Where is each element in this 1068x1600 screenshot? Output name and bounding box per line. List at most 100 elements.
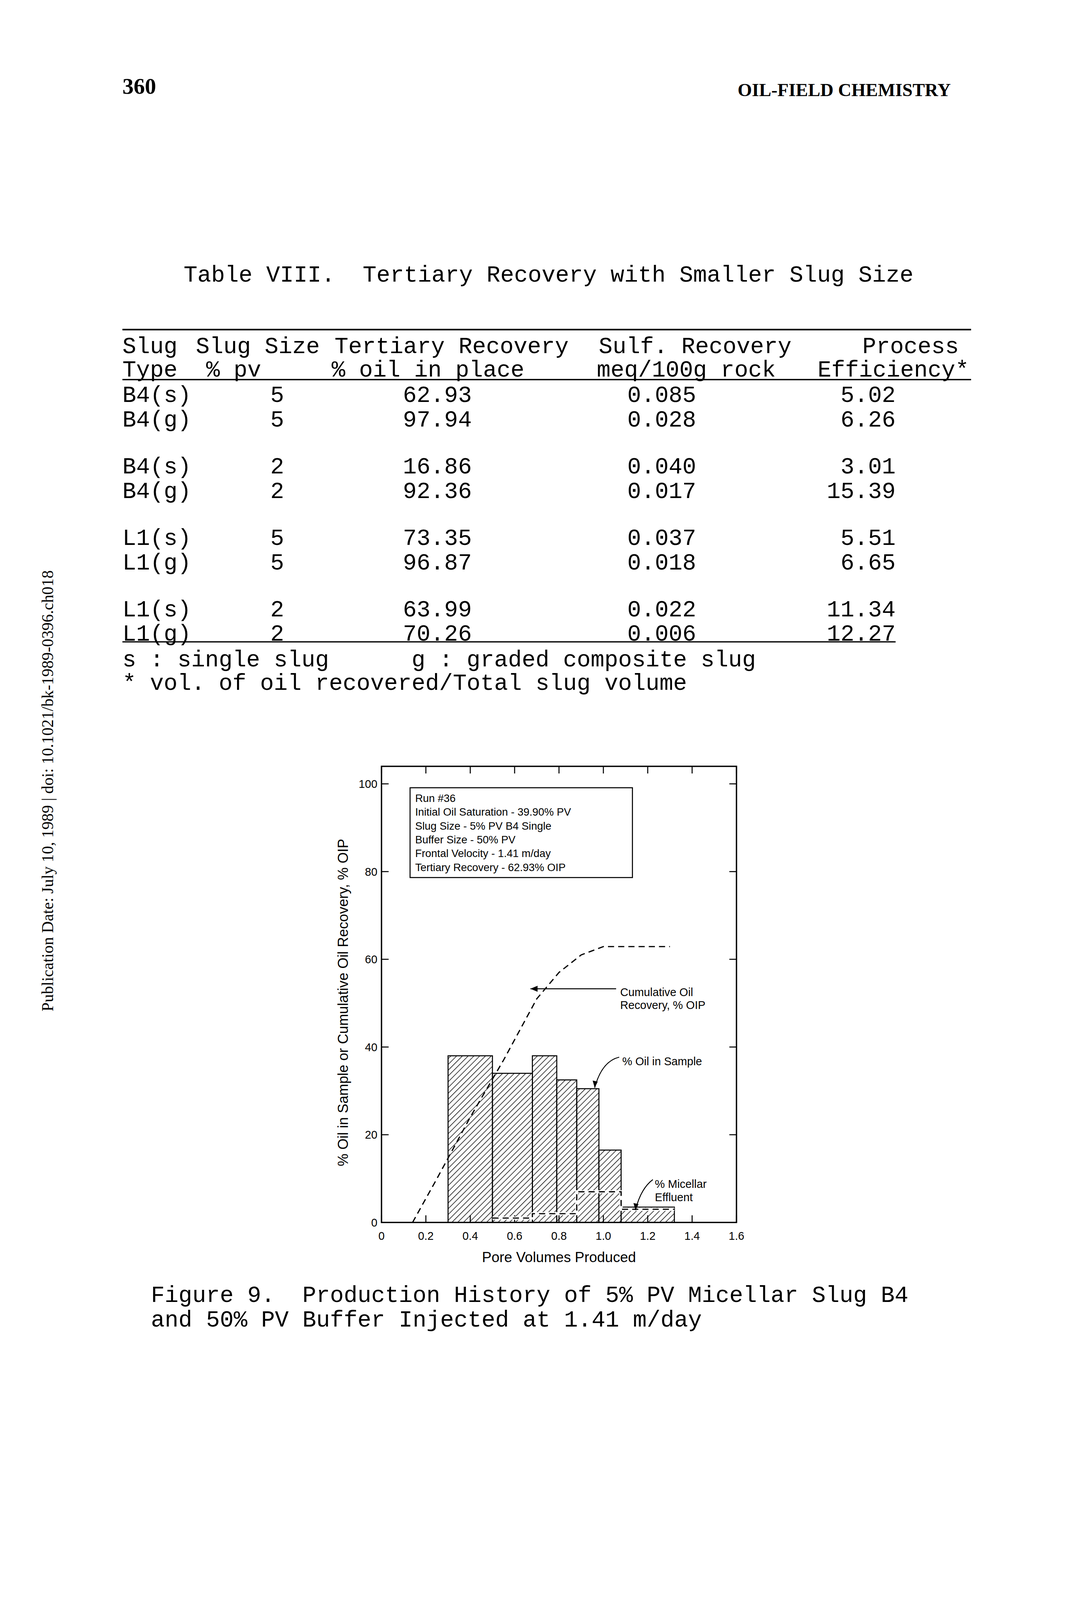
table-cell: 6.65 bbox=[840, 550, 896, 577]
text-box bbox=[410, 787, 633, 878]
x-tick bbox=[514, 766, 516, 774]
x-tick-label: 1.0 bbox=[595, 1229, 612, 1242]
x-tick bbox=[558, 766, 560, 774]
text-box-line: Buffer Size - 50% PV bbox=[415, 833, 516, 846]
y-tick-label: 100 bbox=[358, 777, 378, 790]
histogram-bar bbox=[447, 1055, 493, 1223]
running-title: OIL-FIELD CHEMISTRY bbox=[737, 79, 951, 100]
table-cell: 97.94 bbox=[402, 407, 472, 434]
y-tick bbox=[729, 1046, 737, 1048]
histogram-bar bbox=[532, 1055, 557, 1223]
histogram-bar bbox=[599, 1149, 622, 1222]
callout-arrowhead bbox=[530, 985, 538, 992]
x-tick-label: 0.6 bbox=[506, 1229, 523, 1242]
callout-arrowhead bbox=[633, 1202, 639, 1210]
y-tick bbox=[729, 958, 737, 960]
x-tick-label: 1.4 bbox=[684, 1229, 700, 1242]
x-tick-label: 1.6 bbox=[728, 1229, 745, 1242]
plot-frame bbox=[381, 766, 737, 1223]
series-line-halo bbox=[492, 1191, 675, 1218]
table-cell: L1(g) bbox=[122, 550, 191, 577]
text-box-line: Frontal Velocity - 1.41 m/day bbox=[415, 846, 551, 860]
text-box-line: Slug Size - 5% PV B4 Single bbox=[415, 819, 552, 832]
table-cell: L1(g) bbox=[122, 621, 191, 648]
footnote: * vol. of oil recovered/Total slug volum… bbox=[122, 670, 687, 697]
table-cell: 11.34 bbox=[826, 597, 896, 624]
x-tick-label: 0.2 bbox=[418, 1229, 434, 1242]
series-label-line: Effluent bbox=[654, 1190, 693, 1204]
series-label-line: % Oil in Sample bbox=[622, 1054, 702, 1068]
series-label-line: % Micellar bbox=[654, 1177, 707, 1190]
histogram-bar bbox=[556, 1079, 577, 1223]
callout-arrowhead bbox=[592, 1080, 598, 1088]
x-tick-label: 0.4 bbox=[462, 1229, 478, 1242]
page-number: 360 bbox=[122, 73, 156, 99]
x-tick bbox=[736, 766, 738, 774]
y-tick bbox=[729, 1133, 737, 1136]
x-tick bbox=[381, 766, 383, 774]
table-cell: 3.01 bbox=[840, 454, 896, 481]
x-tick bbox=[602, 766, 605, 774]
y-tick-label: 60 bbox=[365, 952, 378, 966]
background bbox=[0, 0, 1068, 1600]
table-header-cell: Tertiary Recovery bbox=[334, 333, 569, 361]
x-tick-label: 1.2 bbox=[640, 1229, 656, 1242]
table-cell: L1(s) bbox=[122, 525, 191, 552]
table-header-cell: Slug bbox=[122, 333, 178, 361]
table-cell: 63.99 bbox=[402, 597, 472, 624]
table-header-cell: Slug Size bbox=[196, 333, 320, 361]
table-cell: 0.022 bbox=[627, 597, 697, 624]
histogram-bar bbox=[492, 1073, 533, 1223]
x-tick bbox=[469, 766, 471, 774]
y-tick bbox=[381, 870, 389, 872]
table-cell: 2 bbox=[270, 597, 284, 624]
y-tick-label: 20 bbox=[365, 1128, 378, 1141]
text-box-line: Tertiary Recovery - 62.93% OIP bbox=[415, 861, 566, 874]
x-tick bbox=[425, 766, 427, 774]
table-cell: 73.35 bbox=[402, 525, 472, 552]
table-header-cell: Sulf. Recovery bbox=[598, 333, 792, 361]
table-cell: B4(s) bbox=[122, 382, 191, 409]
table-title: Table VIII. Tertiary Recovery with Small… bbox=[183, 262, 914, 289]
y-tick-label: 40 bbox=[365, 1040, 378, 1054]
table-cell: 70.26 bbox=[402, 621, 472, 648]
table-cell: 96.87 bbox=[402, 550, 472, 577]
callout-arrow bbox=[594, 1056, 620, 1088]
table-cell: B4(g) bbox=[122, 478, 191, 505]
table-cell: 0.040 bbox=[627, 454, 697, 481]
x-axis-label: Pore Volumes Produced bbox=[481, 1248, 636, 1265]
table-cell: 92.36 bbox=[402, 478, 472, 505]
series-label-line: Cumulative Oil bbox=[620, 985, 694, 999]
y-tick bbox=[729, 870, 737, 872]
table-cell: 0.017 bbox=[627, 478, 697, 505]
table-cell: 12.27 bbox=[826, 621, 896, 648]
y-tick bbox=[381, 1221, 389, 1223]
y-tick bbox=[381, 1133, 389, 1136]
table-cell: L1(s) bbox=[122, 597, 191, 624]
table-cell: 2 bbox=[270, 478, 284, 505]
y-tick bbox=[729, 782, 737, 785]
table-cell: 2 bbox=[270, 621, 284, 648]
table-cell: 16.86 bbox=[402, 454, 472, 481]
y-tick bbox=[381, 1046, 389, 1048]
table-cell: 5 bbox=[270, 550, 284, 577]
x-tick bbox=[381, 1214, 383, 1222]
series-label-line: Recovery, % OIP bbox=[620, 998, 706, 1012]
x-tick-label: 0.8 bbox=[551, 1229, 567, 1242]
figure-caption: and 50% PV Buffer Injected at 1.41 m/day bbox=[151, 1306, 703, 1334]
table-cell: B4(g) bbox=[122, 407, 191, 434]
table-cell: 0.006 bbox=[627, 621, 697, 648]
table-header-cell: Process bbox=[862, 333, 960, 361]
y-tick-label: 80 bbox=[365, 865, 378, 878]
table-cell: 2 bbox=[270, 454, 284, 481]
table-cell: 15.39 bbox=[826, 478, 896, 505]
x-tick bbox=[736, 1214, 738, 1222]
x-tick bbox=[691, 1214, 693, 1222]
x-tick bbox=[425, 1214, 427, 1222]
side-note: Publication Date: July 10, 1989 | doi: 1… bbox=[38, 570, 57, 1011]
table-cell: 5 bbox=[270, 407, 284, 434]
series-label: Cumulative OilRecovery, % OIP bbox=[620, 985, 706, 1012]
table-cell: 5.02 bbox=[840, 382, 896, 409]
callout-arrow bbox=[530, 987, 616, 989]
series-label: % Oil in Sample bbox=[622, 1054, 702, 1068]
